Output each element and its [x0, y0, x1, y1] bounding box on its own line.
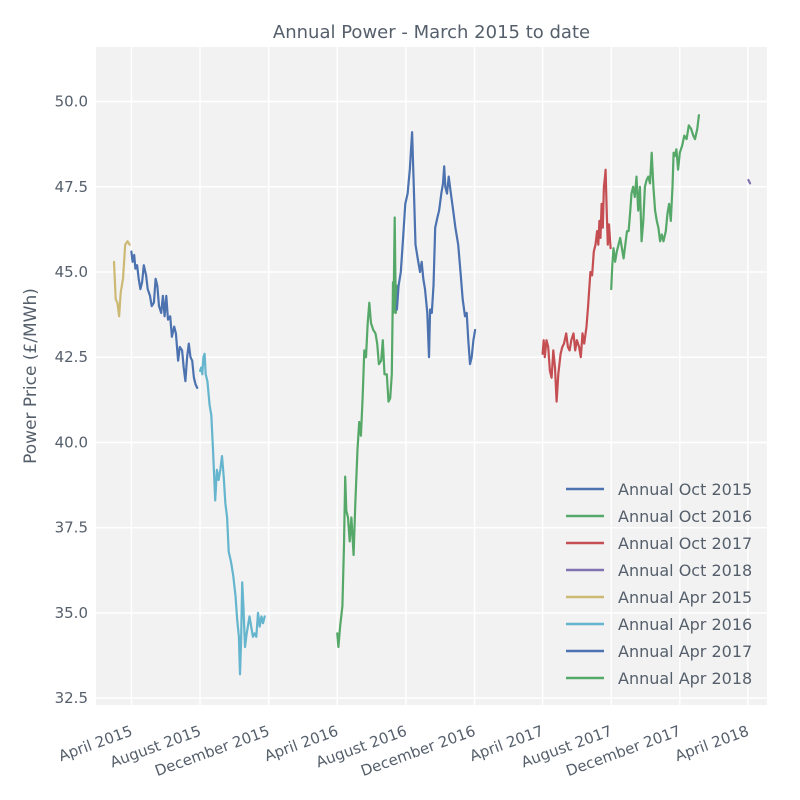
- x-tick-label: December 2017: [564, 722, 684, 780]
- chart-title: Annual Power - March 2015 to date: [273, 22, 590, 43]
- y-tick-label: 32.5: [55, 689, 88, 707]
- legend-label: Annual Oct 2017: [618, 534, 752, 553]
- series-line-annual-apr-2017: [395, 131, 477, 366]
- y-tick-label: 45.0: [55, 263, 88, 281]
- y-tick-label: 42.5: [55, 348, 88, 366]
- x-tick-label: December 2016: [358, 722, 478, 780]
- legend-label: Annual Apr 2016: [618, 615, 752, 634]
- legend: Annual Oct 2015 Annual Oct 2016 Annual Oct…: [566, 480, 752, 688]
- legend-label: Annual Oct 2015: [618, 480, 752, 499]
- y-tick-label: 37.5: [55, 519, 88, 537]
- series-line-annual-apr-2016: [199, 352, 266, 676]
- legend-label: Annual Oct 2018: [618, 561, 752, 580]
- series-line-annual-apr-2018: [610, 114, 700, 291]
- series-line-annual-oct-2016: [336, 216, 398, 649]
- plot-area: [96, 47, 767, 705]
- series-line-annual-oct-2018: [747, 178, 752, 185]
- series-lines: [112, 114, 752, 676]
- x-tick-label: April 2018: [673, 722, 752, 765]
- y-tick-label: 47.5: [55, 178, 88, 196]
- legend-label: Annual Apr 2018: [618, 669, 752, 688]
- legend-label: Annual Apr 2015: [618, 588, 752, 607]
- legend-label: Annual Apr 2017: [618, 642, 752, 661]
- y-tick-label: 40.0: [55, 433, 88, 451]
- y-tick-label: 35.0: [55, 604, 88, 622]
- series-line-annual-apr-2015: [112, 240, 131, 318]
- legend-label: Annual Oct 2016: [618, 507, 752, 526]
- y-tick-label: 50.0: [55, 93, 88, 111]
- y-axis-label: Power Price (£/MWh): [21, 288, 41, 464]
- series-line-annual-oct-2015: [130, 250, 199, 389]
- y-axis-ticks: 32.5 35.0 37.5 40.0 42.5 45.0 47.5 50.0: [55, 93, 88, 708]
- gridlines: [96, 47, 767, 705]
- series-line-annual-oct-2017: [541, 168, 612, 403]
- x-tick-label: December 2015: [152, 722, 272, 780]
